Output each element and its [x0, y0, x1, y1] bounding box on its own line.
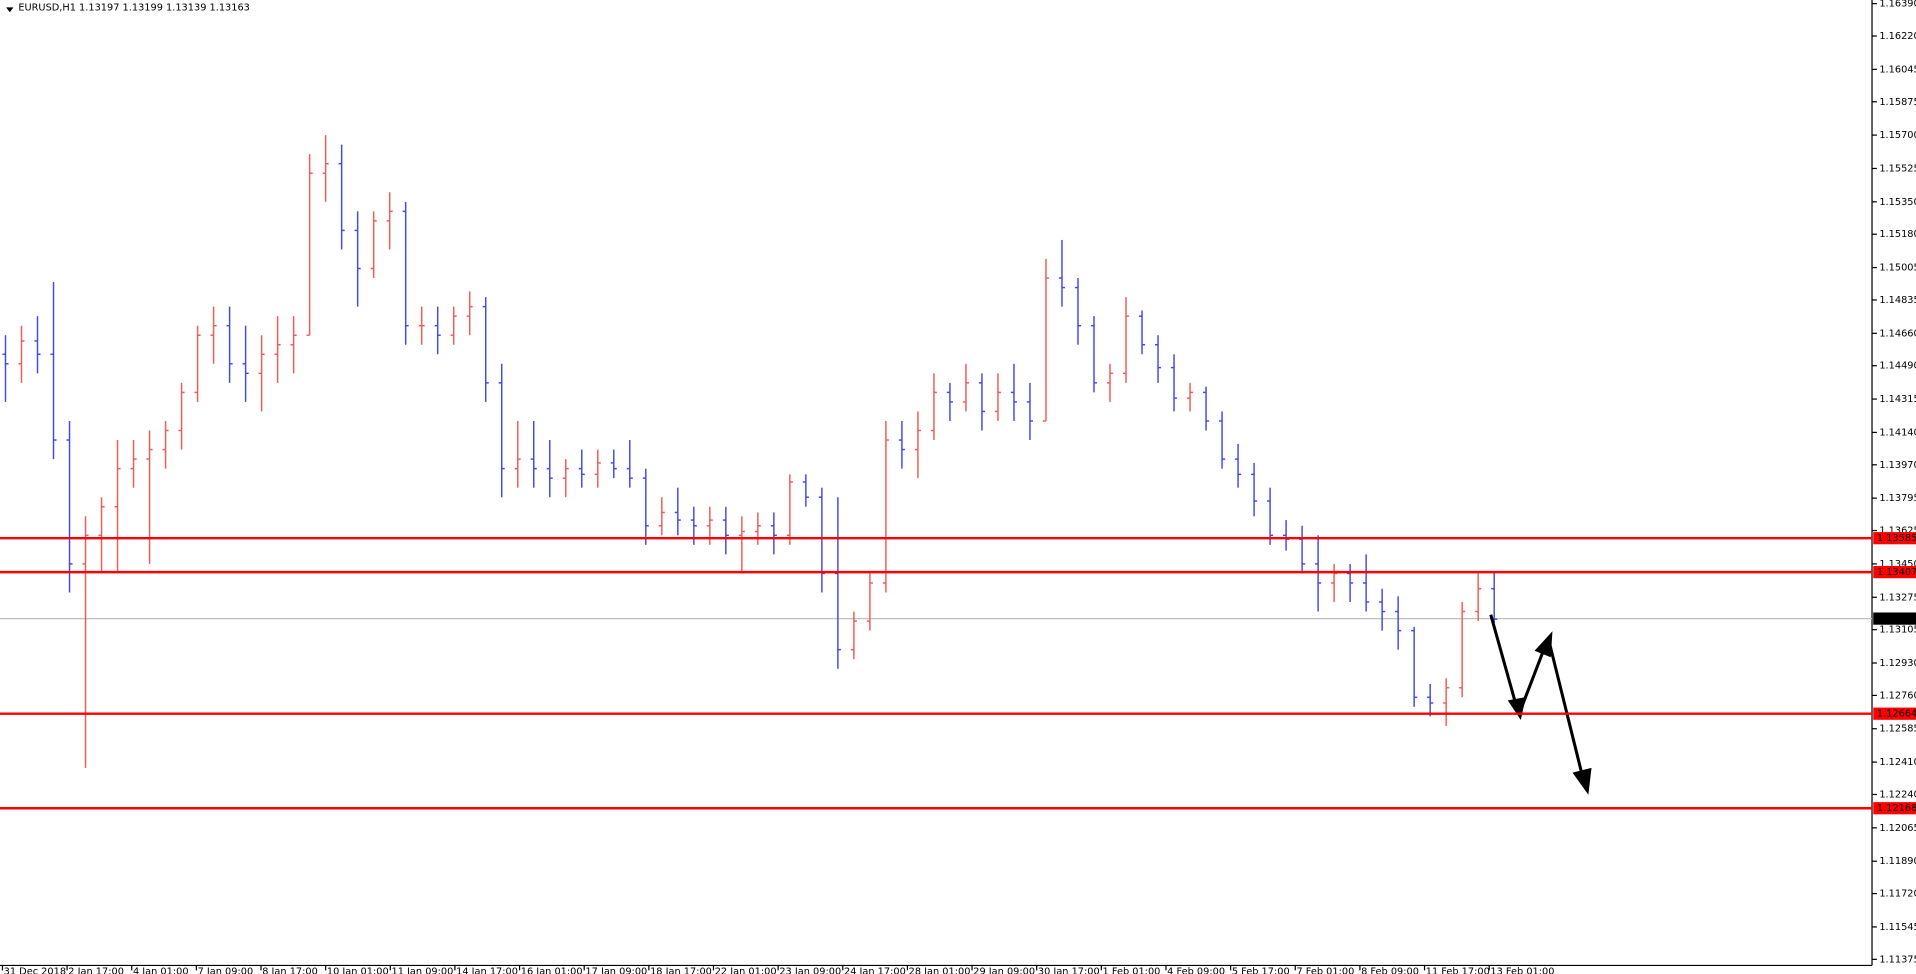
y-tick-label: 1.12760	[1879, 690, 1916, 701]
x-tick-label: 29 Jan 09:00	[973, 967, 1035, 974]
level-label-box	[1873, 532, 1916, 545]
x-tick-label: 14 Jan 17:00	[456, 967, 518, 974]
y-tick-label: 1.13450	[1879, 559, 1916, 570]
x-tick-label: 8 Feb 09:00	[1361, 967, 1419, 974]
y-tick-label: 1.14315	[1879, 394, 1916, 405]
y-tick-label: 1.13105	[1879, 625, 1916, 636]
y-tick-label: 1.13970	[1879, 460, 1916, 471]
x-tick-label: 17 Jan 09:00	[585, 967, 647, 974]
x-tick-label: 22 Jan 01:00	[715, 967, 777, 974]
y-tick-label: 1.15180	[1879, 229, 1916, 240]
menu-triangle	[6, 7, 14, 13]
arrow-segment	[1489, 614, 1518, 707]
x-tick-label: 18 Jan 17:00	[650, 967, 712, 974]
x-tick-label: 31 Dec 2018	[4, 967, 66, 974]
x-tick-label: 4 Jan 01:00	[133, 967, 189, 974]
y-tick-label: 1.14835	[1879, 295, 1916, 306]
level-label: 1.12168	[1877, 803, 1916, 814]
y-tick-label: 1.12410	[1879, 757, 1916, 768]
y-tick-label: 1.11890	[1879, 856, 1916, 867]
y-tick-label: 1.12240	[1879, 790, 1916, 801]
x-tick-label: 30 Jan 17:00	[1038, 967, 1100, 974]
x-tick-label: 1 Feb 01:00	[1103, 967, 1161, 974]
x-tick-label: 11 Feb 17:00	[1426, 967, 1490, 974]
y-tick-label: 1.13275	[1879, 592, 1916, 603]
arrow-segment	[1547, 642, 1584, 777]
x-tick-label: 4 Feb 09:00	[1167, 967, 1225, 974]
x-tick-label: 13 Feb 01:00	[1490, 967, 1554, 974]
x-tick-label: 11 Jan 09:00	[392, 967, 454, 974]
y-tick-label: 1.14660	[1879, 328, 1916, 339]
current-price-label: 1.13163	[1877, 614, 1916, 625]
y-tick-label: 1.16220	[1879, 31, 1916, 42]
forecast-arrows	[1489, 614, 1592, 795]
y-tick-label: 1.15005	[1879, 263, 1916, 274]
y-tick-label: 1.16390	[1879, 0, 1916, 10]
y-tick-label: 1.15525	[1879, 163, 1916, 174]
arrow-segment	[1518, 647, 1546, 712]
y-tick-label: 1.11545	[1879, 922, 1916, 933]
current-price-box	[1873, 612, 1916, 625]
level-label: 1.13407	[1877, 567, 1916, 578]
level-label: 1.13585	[1877, 533, 1916, 544]
x-tick-label: 28 Jan 01:00	[909, 967, 971, 974]
plot-area	[0, 135, 1873, 768]
y-tick-label: 1.16045	[1879, 64, 1916, 75]
y-tick-label: 1.15700	[1879, 130, 1916, 141]
y-tick-label: 1.12585	[1879, 724, 1916, 735]
level-label-box	[1873, 565, 1916, 579]
y-tick-label: 1.13625	[1879, 526, 1916, 537]
x-tick-label: 24 Jan 17:00	[844, 967, 906, 974]
y-tick-label: 1.15875	[1879, 97, 1916, 108]
y-tick-label: 1.12930	[1879, 658, 1916, 669]
y-tick-label: 1.14140	[1879, 427, 1916, 438]
y-tick-label: 1.11375	[1879, 954, 1916, 965]
level-label: 1.12664	[1877, 709, 1916, 720]
y-tick-label: 1.14490	[1879, 361, 1916, 372]
y-tick-label: 1.13795	[1879, 493, 1916, 504]
x-tick-label: 7 Feb 01:00	[1296, 967, 1354, 974]
y-tick-label: 1.12065	[1879, 823, 1916, 834]
arrow-head	[1572, 767, 1592, 795]
x-tick-label: 7 Jan 09:00	[198, 967, 254, 974]
x-tick-label: 2 Jan 17:00	[68, 967, 124, 974]
x-tick-label: 23 Jan 09:00	[779, 967, 841, 974]
chart-title: EURUSD,H1 1.13197 1.13199 1.13139 1.1316…	[18, 2, 250, 13]
level-label-box	[1873, 802, 1916, 815]
y-tick-label: 1.15350	[1879, 197, 1916, 208]
x-tick-label: 16 Jan 01:00	[521, 967, 583, 974]
y-tick-label: 1.11720	[1879, 889, 1916, 900]
x-tick-label: 5 Feb 17:00	[1232, 967, 1290, 974]
x-tick-label: 8 Jan 17:00	[262, 967, 318, 974]
level-label-box	[1873, 707, 1916, 720]
x-tick-label: 10 Jan 01:00	[327, 967, 389, 974]
